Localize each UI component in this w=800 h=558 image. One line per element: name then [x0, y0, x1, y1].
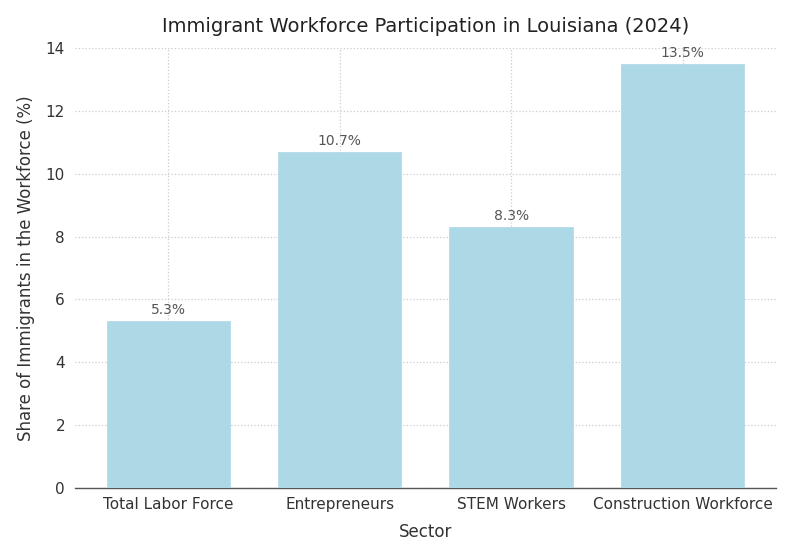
Title: Immigrant Workforce Participation in Louisiana (2024): Immigrant Workforce Participation in Lou… — [162, 17, 689, 36]
Text: 13.5%: 13.5% — [661, 46, 705, 60]
Text: 5.3%: 5.3% — [151, 304, 186, 318]
X-axis label: Sector: Sector — [398, 523, 452, 541]
Bar — [450, 227, 573, 488]
Bar — [106, 321, 230, 488]
Text: 8.3%: 8.3% — [494, 209, 529, 223]
Text: 10.7%: 10.7% — [318, 134, 362, 148]
Y-axis label: Share of Immigrants in the Workforce (%): Share of Immigrants in the Workforce (%) — [17, 95, 34, 441]
Bar — [621, 64, 744, 488]
Bar — [278, 152, 402, 488]
